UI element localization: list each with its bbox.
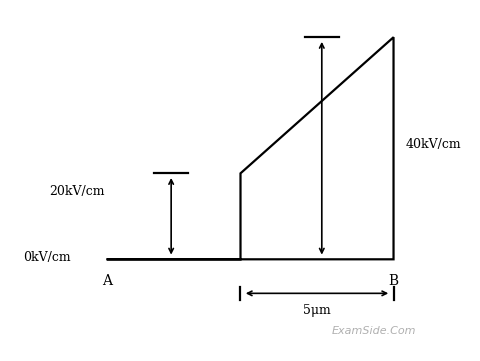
Text: A: A xyxy=(101,274,111,288)
Text: 40kV/cm: 40kV/cm xyxy=(405,138,460,151)
Text: 0kV/cm: 0kV/cm xyxy=(23,251,71,264)
Text: 5μm: 5μm xyxy=(302,304,330,317)
Text: ExamSide.Com: ExamSide.Com xyxy=(332,326,416,336)
Text: 20kV/cm: 20kV/cm xyxy=(49,185,105,198)
Text: B: B xyxy=(388,274,398,288)
